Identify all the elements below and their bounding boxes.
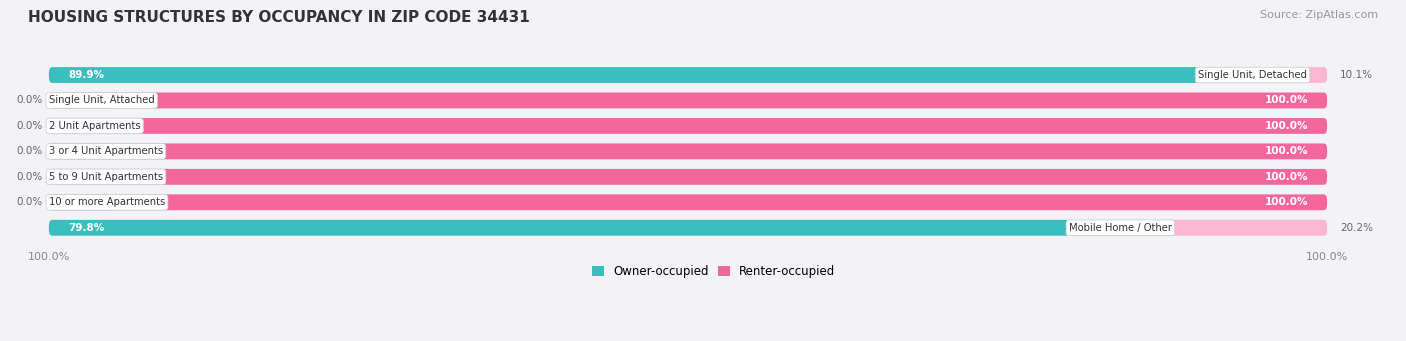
FancyBboxPatch shape xyxy=(49,92,1327,108)
FancyBboxPatch shape xyxy=(49,194,112,210)
Text: HOUSING STRUCTURES BY OCCUPANCY IN ZIP CODE 34431: HOUSING STRUCTURES BY OCCUPANCY IN ZIP C… xyxy=(28,10,530,25)
Legend: Owner-occupied, Renter-occupied: Owner-occupied, Renter-occupied xyxy=(586,261,841,283)
FancyBboxPatch shape xyxy=(49,169,1327,185)
Text: 79.8%: 79.8% xyxy=(67,223,104,233)
FancyBboxPatch shape xyxy=(49,67,1327,83)
Text: 100.0%: 100.0% xyxy=(1264,146,1308,157)
Text: Mobile Home / Other: Mobile Home / Other xyxy=(1069,223,1171,233)
Text: 2 Unit Apartments: 2 Unit Apartments xyxy=(49,121,141,131)
Text: 100.0%: 100.0% xyxy=(1264,172,1308,182)
FancyBboxPatch shape xyxy=(49,67,1198,83)
FancyBboxPatch shape xyxy=(49,118,1327,134)
Text: 20.2%: 20.2% xyxy=(1340,223,1372,233)
Text: 100.0%: 100.0% xyxy=(1264,95,1308,105)
Text: 89.9%: 89.9% xyxy=(67,70,104,80)
Text: Single Unit, Attached: Single Unit, Attached xyxy=(49,95,155,105)
FancyBboxPatch shape xyxy=(49,118,1327,134)
Text: 0.0%: 0.0% xyxy=(17,95,42,105)
FancyBboxPatch shape xyxy=(49,194,1327,210)
Text: 0.0%: 0.0% xyxy=(17,172,42,182)
Text: 100.0%: 100.0% xyxy=(1264,197,1308,207)
Text: 10 or more Apartments: 10 or more Apartments xyxy=(49,197,165,207)
Text: 5 to 9 Unit Apartments: 5 to 9 Unit Apartments xyxy=(49,172,163,182)
FancyBboxPatch shape xyxy=(49,144,1327,159)
FancyBboxPatch shape xyxy=(49,194,1327,210)
FancyBboxPatch shape xyxy=(1198,67,1327,83)
Text: 0.0%: 0.0% xyxy=(17,121,42,131)
FancyBboxPatch shape xyxy=(49,169,112,185)
FancyBboxPatch shape xyxy=(49,144,1327,159)
FancyBboxPatch shape xyxy=(49,169,1327,185)
FancyBboxPatch shape xyxy=(49,144,112,159)
Text: Single Unit, Detached: Single Unit, Detached xyxy=(1198,70,1308,80)
FancyBboxPatch shape xyxy=(1069,220,1327,236)
Text: 3 or 4 Unit Apartments: 3 or 4 Unit Apartments xyxy=(49,146,163,157)
Text: 10.1%: 10.1% xyxy=(1340,70,1372,80)
FancyBboxPatch shape xyxy=(49,220,1069,236)
Text: Source: ZipAtlas.com: Source: ZipAtlas.com xyxy=(1260,10,1378,20)
FancyBboxPatch shape xyxy=(49,220,1327,236)
FancyBboxPatch shape xyxy=(49,118,112,134)
FancyBboxPatch shape xyxy=(49,92,112,108)
Text: 100.0%: 100.0% xyxy=(1264,121,1308,131)
FancyBboxPatch shape xyxy=(49,92,1327,108)
Text: 0.0%: 0.0% xyxy=(17,146,42,157)
Text: 0.0%: 0.0% xyxy=(17,197,42,207)
